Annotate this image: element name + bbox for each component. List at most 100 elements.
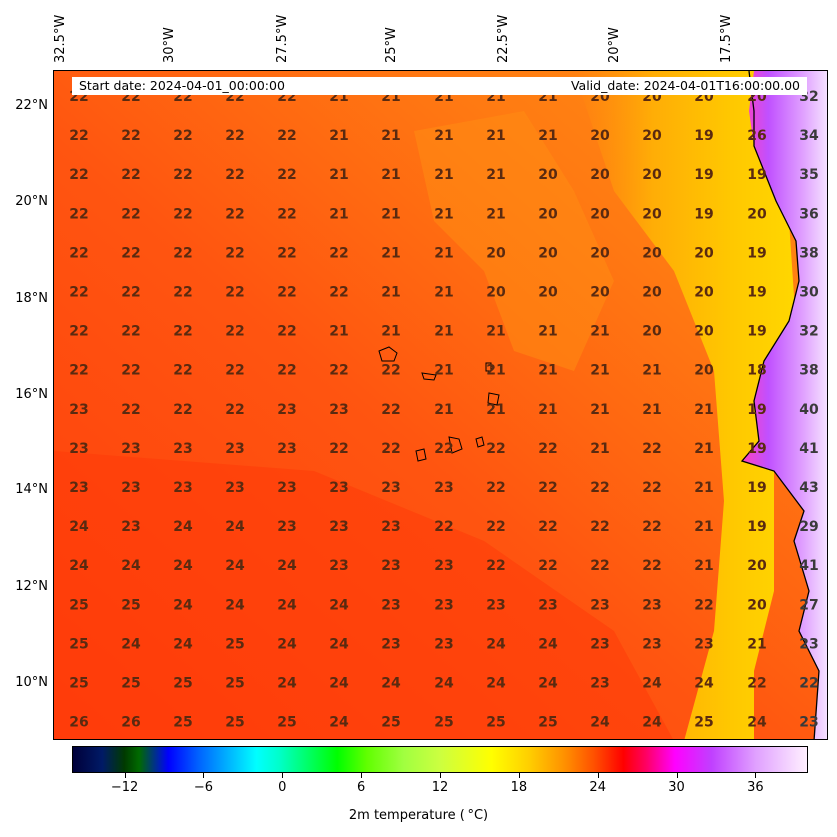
temperature-value: 24 <box>642 715 662 731</box>
temperature-value: 22 <box>121 167 140 183</box>
temperature-value: 22 <box>329 245 348 261</box>
temperature-value: 23 <box>225 480 244 496</box>
temperature-value: 25 <box>225 676 244 692</box>
temperature-value: 22 <box>329 363 348 379</box>
temperature-value: 24 <box>538 676 558 692</box>
lon-label: 25°W <box>384 27 399 63</box>
colorbar-tick-mark <box>597 773 599 778</box>
colorbar-tick-label: 36 <box>747 780 764 795</box>
temperature-value: 20 <box>694 324 714 340</box>
lon-label: 17.5°W <box>719 14 734 63</box>
lat-label: 16°N <box>15 387 48 402</box>
temperature-value: 23 <box>69 441 88 457</box>
temperature-value: 25 <box>173 715 192 731</box>
temperature-value: 20 <box>486 285 506 301</box>
temperature-value: 20 <box>486 245 506 261</box>
temperature-value: 21 <box>434 285 453 301</box>
temperature-value: 21 <box>538 128 557 144</box>
temperature-value: 23 <box>329 558 348 574</box>
temperature-value: 21 <box>486 206 505 222</box>
temperature-value: 23 <box>434 636 453 652</box>
temperature-value: 24 <box>173 636 193 652</box>
temperature-value: 19 <box>747 245 766 261</box>
temperature-value: 21 <box>434 363 453 379</box>
temperature-value: 22 <box>69 324 88 340</box>
temperature-value: 30 <box>799 285 819 301</box>
temperature-value: 22 <box>225 285 244 301</box>
temperature-value: 22 <box>69 167 88 183</box>
temperature-value: 20 <box>747 597 767 613</box>
lon-label: 22.5°W <box>496 14 511 63</box>
temperature-value: 20 <box>538 285 558 301</box>
temperature-value: 23 <box>381 597 400 613</box>
temperature-value: 20 <box>642 245 662 261</box>
temperature-value: 21 <box>434 324 453 340</box>
temperature-value: 43 <box>799 480 818 496</box>
temperature-value: 21 <box>486 128 505 144</box>
temperature-value: 25 <box>225 636 244 652</box>
temperature-value: 34 <box>799 128 819 144</box>
temperature-value: 18 <box>747 363 766 379</box>
temperature-value: 21 <box>434 167 453 183</box>
temperature-value: 21 <box>381 128 400 144</box>
temperature-value: 21 <box>434 128 453 144</box>
temperature-value: 23 <box>277 519 296 535</box>
temperature-value: 20 <box>694 245 714 261</box>
temperature-map: 22 22 22 22 22 21 21 21 21 21 20 20 20 20 32 22 22 22 22 22… <box>53 70 828 740</box>
lon-label: 32.5°W <box>53 14 68 63</box>
temperature-value: 24 <box>747 715 767 731</box>
temperature-value: 19 <box>747 480 766 496</box>
colorbar-tick-label: 30 <box>668 780 685 795</box>
temperature-value: 22 <box>277 206 296 222</box>
colorbar-tick-mark <box>361 773 363 778</box>
temperature-value: 22 <box>277 324 296 340</box>
temperature-value: 24 <box>486 676 506 692</box>
temperature-value: 23 <box>799 636 818 652</box>
temperature-value: 21 <box>329 128 348 144</box>
temperature-value: 22 <box>277 128 296 144</box>
temperature-value: 23 <box>642 636 661 652</box>
temperature-value: 21 <box>381 206 400 222</box>
temperature-value: 23 <box>173 480 192 496</box>
temperature-value: 23 <box>329 480 348 496</box>
temperature-value: 22 <box>434 519 453 535</box>
temperature-value: 20 <box>747 558 767 574</box>
temperature-value: 22 <box>121 402 140 418</box>
temperature-value: 22 <box>642 441 661 457</box>
temperature-value: 20 <box>538 206 558 222</box>
valid-date-label: Valid_date: 2024-04-01T16:00:00.00 <box>570 78 800 93</box>
temperature-value: 23 <box>121 441 140 457</box>
temperature-value: 26 <box>747 128 766 144</box>
colorbar-tick-label: 24 <box>589 780 606 795</box>
temperature-value: 23 <box>590 636 609 652</box>
temperature-value: 24 <box>486 636 506 652</box>
temperature-value: 22 <box>225 167 244 183</box>
temperature-value: 24 <box>329 715 349 731</box>
temperature-value: 22 <box>121 363 140 379</box>
temperature-value: 22 <box>173 363 192 379</box>
temperature-value: 22 <box>121 245 140 261</box>
temperature-value: 25 <box>69 636 88 652</box>
colorbar-tick-label: 6 <box>357 780 366 795</box>
temperature-value: 22 <box>799 676 818 692</box>
temperature-value: 21 <box>538 402 557 418</box>
island <box>485 362 492 372</box>
temperature-value: 23 <box>434 480 453 496</box>
temperature-value: 21 <box>329 324 348 340</box>
temperature-value: 23 <box>329 519 348 535</box>
temperature-value: 22 <box>173 206 192 222</box>
colorbar-title: 2m temperature ( °C) <box>348 808 489 823</box>
temperature-value: 22 <box>225 402 244 418</box>
temperature-value: 25 <box>277 715 296 731</box>
temperature-value: 22 <box>590 558 609 574</box>
temperature-value: 21 <box>590 324 609 340</box>
temperature-value: 24 <box>225 519 245 535</box>
temperature-value: 24 <box>173 519 193 535</box>
temperature-value: 27 <box>799 597 818 613</box>
temperature-value: 23 <box>329 402 348 418</box>
temperature-value: 21 <box>486 167 505 183</box>
temperature-value: 23 <box>538 597 557 613</box>
temperature-value: 21 <box>434 206 453 222</box>
colorbar <box>72 746 808 773</box>
temperature-value: 22 <box>277 167 296 183</box>
